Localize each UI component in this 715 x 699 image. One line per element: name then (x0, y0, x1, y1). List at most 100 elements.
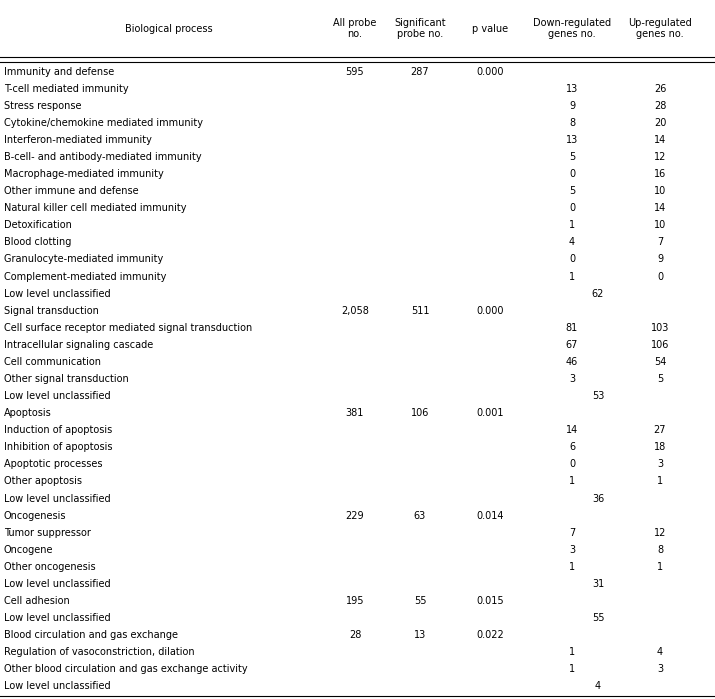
Text: Complement-mediated immunity: Complement-mediated immunity (4, 271, 167, 282)
Text: Other immune and defense: Other immune and defense (4, 186, 139, 196)
Text: 595: 595 (345, 66, 365, 77)
Text: 55: 55 (592, 613, 604, 623)
Text: 3: 3 (657, 664, 663, 675)
Text: 13: 13 (566, 84, 578, 94)
Text: Granulocyte-mediated immunity: Granulocyte-mediated immunity (4, 254, 163, 264)
Text: 12: 12 (654, 152, 666, 162)
Text: 27: 27 (654, 425, 666, 435)
Text: Low level unclassified: Low level unclassified (4, 289, 111, 298)
Text: 81: 81 (566, 323, 578, 333)
Text: 3: 3 (569, 374, 575, 384)
Text: 62: 62 (592, 289, 604, 298)
Text: Oncogenesis: Oncogenesis (4, 511, 66, 521)
Text: 28: 28 (654, 101, 666, 110)
Text: 195: 195 (346, 596, 364, 606)
Text: Cytokine/chemokine mediated immunity: Cytokine/chemokine mediated immunity (4, 118, 203, 128)
Text: Cell surface receptor mediated signal transduction: Cell surface receptor mediated signal tr… (4, 323, 252, 333)
Text: Induction of apoptosis: Induction of apoptosis (4, 425, 112, 435)
Text: Blood clotting: Blood clotting (4, 238, 72, 247)
Text: 3: 3 (569, 545, 575, 555)
Text: 1: 1 (569, 220, 575, 230)
Text: 5: 5 (569, 152, 575, 162)
Text: 0: 0 (569, 169, 575, 179)
Text: 14: 14 (654, 135, 666, 145)
Text: 0: 0 (569, 254, 575, 264)
Text: Other oncogenesis: Other oncogenesis (4, 562, 96, 572)
Text: 67: 67 (566, 340, 578, 350)
Text: Immunity and defense: Immunity and defense (4, 66, 114, 77)
Text: 0: 0 (657, 271, 663, 282)
Text: 16: 16 (654, 169, 666, 179)
Text: 46: 46 (566, 357, 578, 367)
Text: Regulation of vasoconstriction, dilation: Regulation of vasoconstriction, dilation (4, 647, 194, 657)
Text: Tumor suppressor: Tumor suppressor (4, 528, 91, 538)
Text: 381: 381 (346, 408, 364, 418)
Text: Low level unclassified: Low level unclassified (4, 682, 111, 691)
Text: 28: 28 (349, 630, 361, 640)
Text: 36: 36 (592, 493, 604, 503)
Text: Biological process: Biological process (125, 24, 213, 34)
Text: 0.015: 0.015 (476, 596, 504, 606)
Text: 1: 1 (569, 647, 575, 657)
Text: Interferon-mediated immunity: Interferon-mediated immunity (4, 135, 152, 145)
Text: 0: 0 (569, 203, 575, 213)
Text: 9: 9 (657, 254, 663, 264)
Text: 0.000: 0.000 (476, 66, 504, 77)
Text: 13: 13 (566, 135, 578, 145)
Text: 18: 18 (654, 442, 666, 452)
Text: 0.022: 0.022 (476, 630, 504, 640)
Text: Other blood circulation and gas exchange activity: Other blood circulation and gas exchange… (4, 664, 247, 675)
Text: 106: 106 (411, 408, 429, 418)
Text: 0: 0 (569, 459, 575, 470)
Text: 4: 4 (595, 682, 601, 691)
Text: 287: 287 (410, 66, 429, 77)
Text: Other apoptosis: Other apoptosis (4, 477, 82, 487)
Text: Macrophage-mediated immunity: Macrophage-mediated immunity (4, 169, 164, 179)
Text: 55: 55 (414, 596, 426, 606)
Text: All probe
no.: All probe no. (333, 17, 377, 39)
Text: p value: p value (472, 24, 508, 34)
Text: Oncogene: Oncogene (4, 545, 54, 555)
Text: Cell adhesion: Cell adhesion (4, 596, 70, 606)
Text: Inhibition of apoptosis: Inhibition of apoptosis (4, 442, 112, 452)
Text: Blood circulation and gas exchange: Blood circulation and gas exchange (4, 630, 178, 640)
Text: 1: 1 (569, 664, 575, 675)
Text: Other signal transduction: Other signal transduction (4, 374, 129, 384)
Text: Low level unclassified: Low level unclassified (4, 579, 111, 589)
Text: 6: 6 (569, 442, 575, 452)
Text: 7: 7 (657, 238, 663, 247)
Text: 3: 3 (657, 459, 663, 470)
Text: Low level unclassified: Low level unclassified (4, 613, 111, 623)
Text: 1: 1 (569, 562, 575, 572)
Text: 2,058: 2,058 (341, 305, 369, 316)
Text: Intracellular signaling cascade: Intracellular signaling cascade (4, 340, 153, 350)
Text: Low level unclassified: Low level unclassified (4, 391, 111, 401)
Text: T-cell mediated immunity: T-cell mediated immunity (4, 84, 129, 94)
Text: 1: 1 (569, 477, 575, 487)
Text: 7: 7 (569, 528, 575, 538)
Text: Detoxification: Detoxification (4, 220, 72, 230)
Text: 5: 5 (657, 374, 663, 384)
Text: B-cell- and antibody-mediated immunity: B-cell- and antibody-mediated immunity (4, 152, 202, 162)
Text: 103: 103 (651, 323, 669, 333)
Text: 14: 14 (566, 425, 578, 435)
Text: 1: 1 (569, 271, 575, 282)
Text: Cell communication: Cell communication (4, 357, 101, 367)
Text: 229: 229 (345, 511, 365, 521)
Text: Up-regulated
genes no.: Up-regulated genes no. (628, 17, 692, 39)
Text: 63: 63 (414, 511, 426, 521)
Text: 9: 9 (569, 101, 575, 110)
Text: 1: 1 (657, 562, 663, 572)
Text: 20: 20 (654, 118, 666, 128)
Text: Stress response: Stress response (4, 101, 82, 110)
Text: 0.001: 0.001 (476, 408, 504, 418)
Text: 12: 12 (654, 528, 666, 538)
Text: 8: 8 (657, 545, 663, 555)
Text: 4: 4 (657, 647, 663, 657)
Text: 4: 4 (569, 238, 575, 247)
Text: 5: 5 (569, 186, 575, 196)
Text: Natural killer cell mediated immunity: Natural killer cell mediated immunity (4, 203, 187, 213)
Text: 511: 511 (410, 305, 429, 316)
Text: Signal transduction: Signal transduction (4, 305, 99, 316)
Text: 8: 8 (569, 118, 575, 128)
